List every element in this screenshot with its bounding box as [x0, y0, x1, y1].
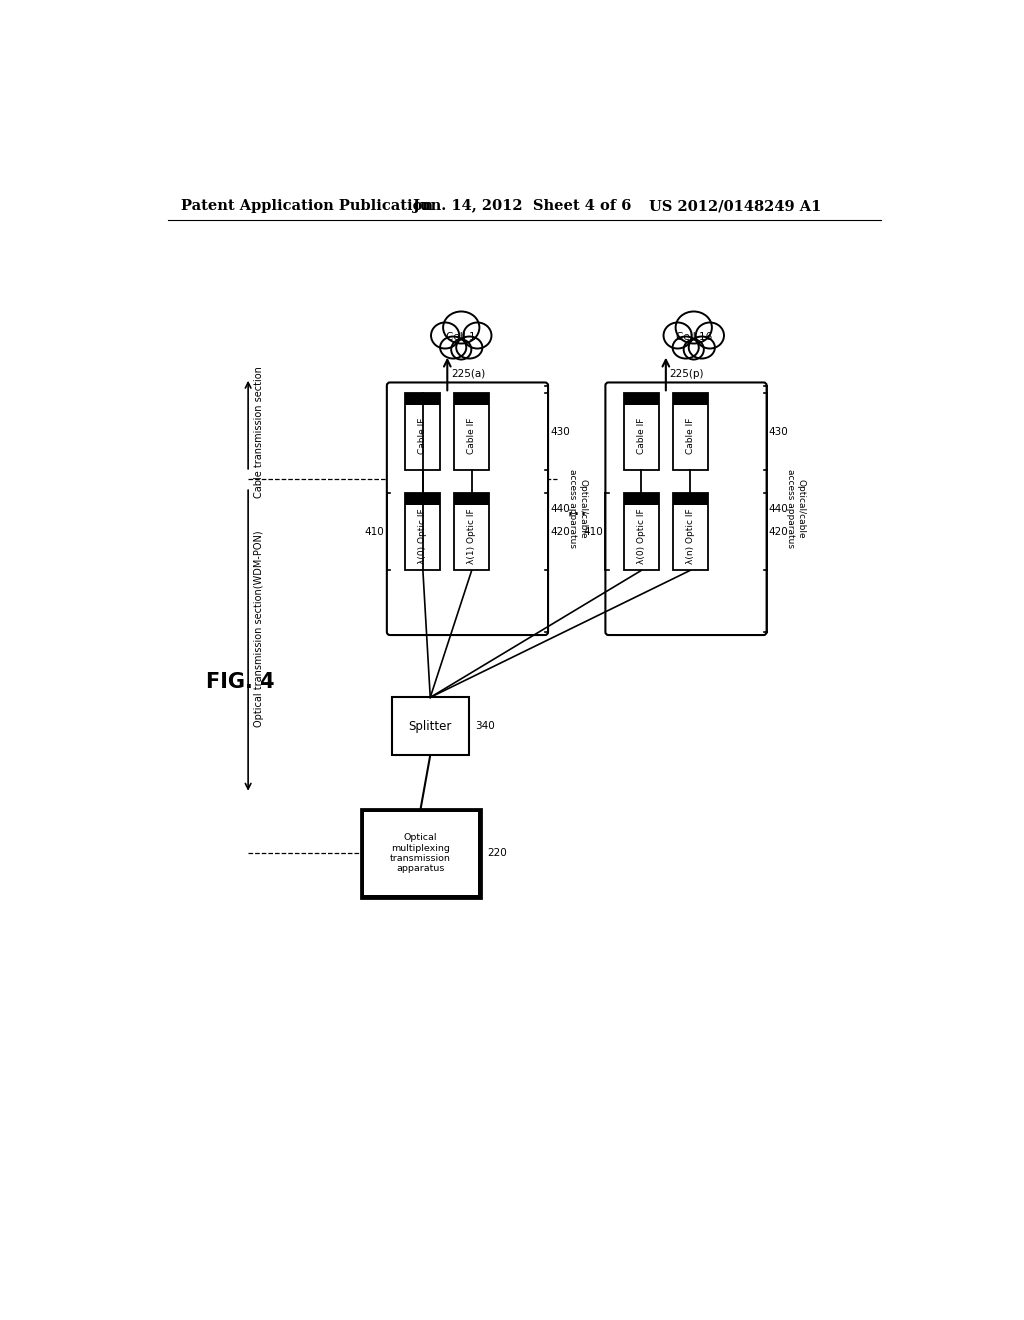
Text: λ(n) Optic IF: λ(n) Optic IF: [686, 508, 694, 564]
Bar: [364, 812, 477, 895]
Text: US 2012/0148249 A1: US 2012/0148249 A1: [649, 199, 821, 213]
Bar: [406, 494, 440, 506]
Text: Cable IF: Cable IF: [637, 417, 646, 454]
Bar: [673, 494, 708, 506]
Bar: [406, 393, 440, 405]
Ellipse shape: [440, 337, 466, 359]
Ellipse shape: [689, 337, 715, 359]
Text: 430: 430: [550, 426, 570, 437]
Bar: [406, 393, 440, 470]
Ellipse shape: [695, 322, 724, 348]
Bar: [624, 393, 658, 405]
Ellipse shape: [457, 337, 482, 359]
Text: Cable IF: Cable IF: [419, 417, 427, 454]
Text: FIG. 4: FIG. 4: [206, 672, 274, 692]
Text: Jun. 14, 2012  Sheet 4 of 6: Jun. 14, 2012 Sheet 4 of 6: [414, 199, 632, 213]
Ellipse shape: [684, 339, 703, 359]
Text: Cable IF: Cable IF: [686, 417, 694, 454]
Text: λ(1) Optic IF: λ(1) Optic IF: [467, 508, 476, 564]
Text: 220: 220: [486, 849, 507, 858]
Text: Optical
multiplexing
transmission
apparatus: Optical multiplexing transmission appara…: [390, 833, 451, 874]
Text: Optical/cable
access apparatus: Optical/cable access apparatus: [567, 469, 587, 548]
Bar: [360, 809, 480, 898]
Text: 225(a): 225(a): [452, 370, 485, 379]
Bar: [455, 393, 489, 470]
Text: Optical/cable
access apparatus: Optical/cable access apparatus: [786, 469, 806, 548]
Ellipse shape: [676, 312, 712, 343]
Bar: [624, 494, 658, 570]
Text: 420: 420: [550, 527, 570, 537]
Ellipse shape: [443, 312, 479, 343]
Bar: [673, 393, 708, 405]
Text: 420: 420: [769, 527, 788, 537]
Text: Cable transmission section: Cable transmission section: [254, 367, 263, 499]
Bar: [624, 393, 658, 470]
FancyBboxPatch shape: [605, 383, 767, 635]
Text: 440: 440: [769, 504, 788, 513]
Text: 410: 410: [365, 527, 385, 537]
Bar: [455, 393, 489, 405]
Text: ...: ...: [566, 499, 587, 519]
Bar: [391, 697, 469, 755]
Text: λ(0) Optic IF: λ(0) Optic IF: [419, 508, 427, 564]
Text: 340: 340: [475, 721, 495, 731]
Text: 225(p): 225(p): [670, 370, 705, 379]
FancyBboxPatch shape: [387, 383, 548, 635]
Text: 430: 430: [769, 426, 788, 437]
Bar: [673, 494, 708, 570]
Text: Optical transmission section(WDM-PON): Optical transmission section(WDM-PON): [254, 531, 263, 727]
Ellipse shape: [452, 339, 471, 359]
Text: 440: 440: [550, 504, 570, 513]
Text: Cell 1: Cell 1: [446, 333, 476, 342]
Text: Splitter: Splitter: [409, 719, 452, 733]
Ellipse shape: [673, 337, 698, 359]
Text: Cable IF: Cable IF: [467, 417, 476, 454]
Bar: [455, 494, 489, 570]
Text: Patent Application Publication: Patent Application Publication: [180, 199, 433, 213]
Bar: [406, 494, 440, 570]
Bar: [455, 494, 489, 506]
Bar: [673, 393, 708, 470]
Ellipse shape: [431, 322, 459, 348]
Ellipse shape: [463, 322, 492, 348]
Text: λ(0) Optic IF: λ(0) Optic IF: [637, 508, 646, 564]
Ellipse shape: [664, 322, 692, 348]
Bar: [624, 494, 658, 506]
Text: 410: 410: [584, 527, 603, 537]
Text: Cell 16: Cell 16: [676, 333, 712, 342]
